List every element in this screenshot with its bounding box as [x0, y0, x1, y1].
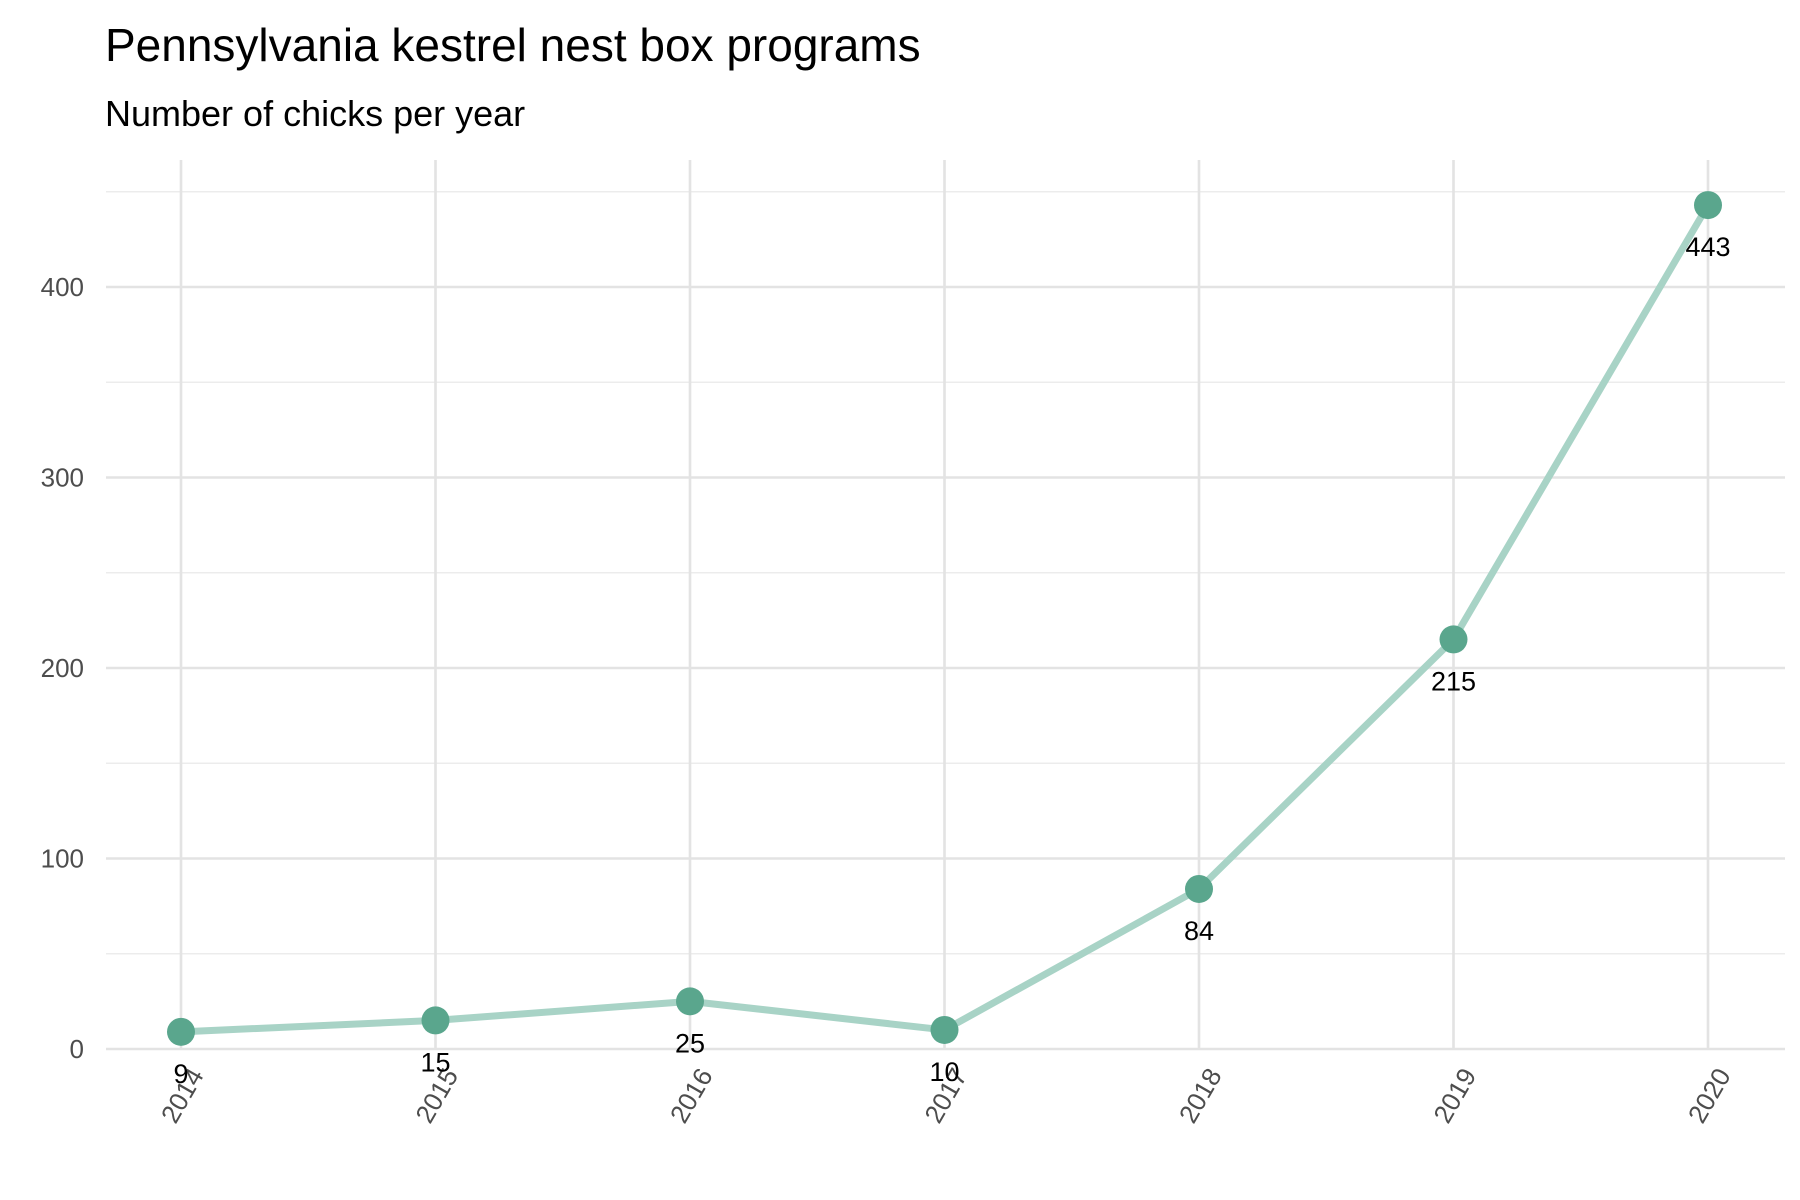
- y-axis-ticks: 0 100 200 300 400: [41, 272, 84, 1064]
- chart-title: Pennsylvania kestrel nest box programs: [105, 19, 921, 71]
- x-tick-label: 2016: [664, 1063, 719, 1128]
- data-label: 25: [675, 1028, 705, 1058]
- y-tick-label: 300: [41, 463, 84, 493]
- data-point: [167, 1017, 195, 1046]
- data-label: 10: [929, 1057, 959, 1087]
- data-point: [421, 1006, 450, 1035]
- x-tick-label: 2019: [1427, 1063, 1482, 1128]
- chart-subtitle: Number of chicks per year: [105, 93, 526, 134]
- data-label: 215: [1431, 666, 1476, 696]
- data-point: [1185, 874, 1213, 903]
- data-label: 443: [1685, 232, 1730, 262]
- data-label: 15: [420, 1047, 450, 1077]
- data-points: [167, 191, 1722, 1046]
- x-tick-label: 2018: [1173, 1063, 1228, 1128]
- y-tick-label: 100: [41, 844, 84, 874]
- y-tick-label: 400: [41, 272, 84, 302]
- data-point: [930, 1015, 959, 1044]
- data-point: [676, 987, 704, 1016]
- data-labels: 9 15 25 10 84 215 443: [173, 232, 1730, 1089]
- y-tick-label: 200: [41, 653, 84, 683]
- grid: [106, 160, 1785, 1051]
- x-tick-label: 2020: [1682, 1063, 1737, 1128]
- data-label: 9: [173, 1059, 188, 1089]
- data-point: [1439, 625, 1468, 654]
- data-label: 84: [1184, 916, 1214, 946]
- data-point: [1694, 191, 1722, 220]
- y-tick-label: 0: [70, 1034, 84, 1064]
